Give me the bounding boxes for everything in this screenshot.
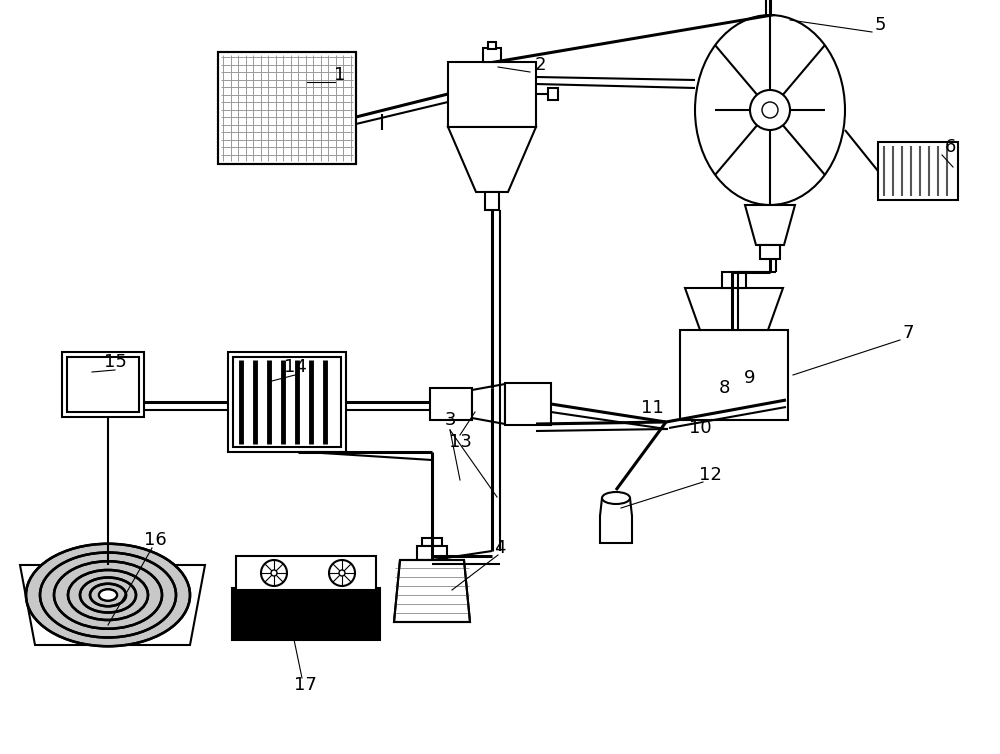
Text: 17: 17 xyxy=(294,676,316,694)
Bar xyxy=(722,272,746,288)
Text: 8: 8 xyxy=(718,379,730,397)
Text: 13: 13 xyxy=(449,433,471,451)
Text: 5: 5 xyxy=(874,16,886,34)
Bar xyxy=(483,48,501,62)
Text: 4: 4 xyxy=(494,539,506,557)
Text: 11: 11 xyxy=(641,399,663,417)
Text: 12: 12 xyxy=(699,466,721,484)
Ellipse shape xyxy=(99,590,117,601)
Polygon shape xyxy=(472,384,505,424)
Bar xyxy=(680,330,788,420)
Polygon shape xyxy=(448,127,536,192)
Bar xyxy=(62,352,144,417)
Circle shape xyxy=(329,560,355,586)
Bar xyxy=(488,42,496,49)
Circle shape xyxy=(339,570,345,576)
Text: 16: 16 xyxy=(144,531,166,549)
Text: 10: 10 xyxy=(689,419,711,437)
Bar xyxy=(422,538,442,546)
Polygon shape xyxy=(745,205,795,245)
Bar xyxy=(548,88,558,100)
Text: 6: 6 xyxy=(944,138,956,156)
Bar xyxy=(485,192,499,210)
Polygon shape xyxy=(394,560,470,622)
Bar xyxy=(760,245,780,259)
Bar xyxy=(448,62,536,127)
Text: 15: 15 xyxy=(104,353,126,371)
Text: 14: 14 xyxy=(284,358,306,376)
Polygon shape xyxy=(600,498,632,543)
Bar xyxy=(878,142,958,200)
Ellipse shape xyxy=(602,492,630,504)
Text: 1: 1 xyxy=(334,66,346,84)
Bar xyxy=(417,546,447,560)
Bar xyxy=(236,556,376,590)
Text: 3: 3 xyxy=(444,411,456,429)
Polygon shape xyxy=(20,565,205,645)
Bar xyxy=(232,588,380,640)
Bar xyxy=(228,352,346,452)
Circle shape xyxy=(750,90,790,130)
Ellipse shape xyxy=(695,15,845,205)
Bar xyxy=(218,52,356,164)
Bar xyxy=(233,357,341,447)
Circle shape xyxy=(261,560,287,586)
Bar xyxy=(218,52,356,164)
Bar xyxy=(505,383,551,425)
Circle shape xyxy=(762,102,778,118)
Text: 7: 7 xyxy=(902,324,914,342)
Polygon shape xyxy=(685,288,783,330)
Text: 2: 2 xyxy=(534,56,546,74)
Bar xyxy=(67,357,139,412)
Bar xyxy=(430,388,472,420)
Text: 9: 9 xyxy=(744,369,756,387)
Ellipse shape xyxy=(26,544,190,646)
Circle shape xyxy=(271,570,277,576)
